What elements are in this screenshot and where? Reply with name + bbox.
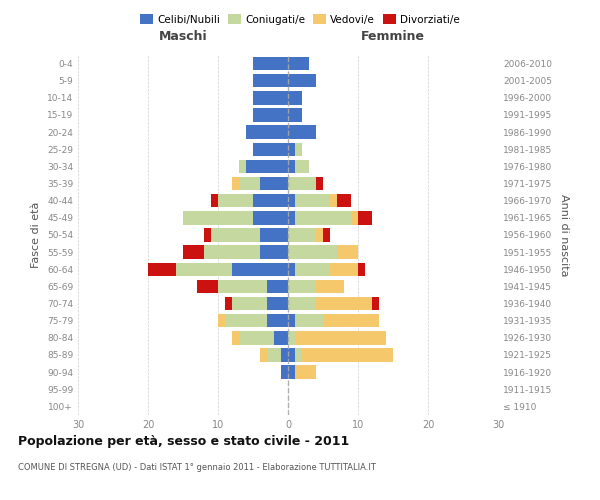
Bar [295,331,386,344]
Bar [281,348,288,362]
Bar [239,177,260,190]
Bar [204,228,211,241]
Text: Maschi: Maschi [158,30,208,43]
Bar [302,348,393,362]
Y-axis label: Fasce di età: Fasce di età [31,202,41,268]
Bar [183,246,204,259]
Bar [239,331,274,344]
Bar [267,297,288,310]
Bar [253,74,288,88]
Bar [267,280,288,293]
Bar [288,246,337,259]
Bar [211,228,260,241]
Bar [295,262,330,276]
Bar [337,194,351,207]
Bar [316,280,344,293]
Bar [358,211,372,224]
Bar [176,262,232,276]
Bar [260,348,267,362]
Bar [253,57,288,70]
Bar [288,91,302,104]
Bar [288,331,295,344]
Bar [267,314,288,328]
Bar [218,314,225,328]
Bar [323,314,379,328]
Bar [253,211,288,224]
Bar [316,177,323,190]
Bar [288,280,316,293]
Bar [232,177,239,190]
Bar [288,314,295,328]
Legend: Celibi/Nubili, Coniugati/e, Vedovi/e, Divorziati/e: Celibi/Nubili, Coniugati/e, Vedovi/e, Di… [136,10,464,29]
Bar [372,297,379,310]
Bar [197,280,218,293]
Bar [253,142,288,156]
Bar [288,160,295,173]
Bar [295,211,351,224]
Bar [295,194,330,207]
Bar [295,142,302,156]
Bar [253,91,288,104]
Bar [288,228,316,241]
Bar [288,126,316,139]
Text: Femmine: Femmine [361,30,425,43]
Bar [267,348,281,362]
Bar [253,108,288,122]
Bar [253,194,288,207]
Bar [288,74,316,88]
Bar [316,297,372,310]
Bar [288,194,295,207]
Bar [232,297,267,310]
Bar [204,246,260,259]
Bar [218,194,253,207]
Bar [288,57,309,70]
Bar [148,262,176,276]
Bar [218,280,267,293]
Bar [295,160,309,173]
Bar [183,211,253,224]
Bar [330,194,337,207]
Bar [295,366,316,379]
Bar [239,160,246,173]
Bar [337,246,358,259]
Bar [316,228,323,241]
Text: COMUNE DI STREGNA (UD) - Dati ISTAT 1° gennaio 2011 - Elaborazione TUTTITALIA.IT: COMUNE DI STREGNA (UD) - Dati ISTAT 1° g… [18,462,376,471]
Bar [288,348,295,362]
Bar [288,142,295,156]
Bar [246,126,288,139]
Bar [288,297,316,310]
Bar [288,262,295,276]
Bar [351,211,358,224]
Bar [246,160,288,173]
Bar [260,228,288,241]
Bar [288,366,295,379]
Y-axis label: Anni di nascita: Anni di nascita [559,194,569,276]
Bar [211,194,218,207]
Bar [358,262,365,276]
Text: Popolazione per età, sesso e stato civile - 2011: Popolazione per età, sesso e stato civil… [18,435,349,448]
Bar [225,297,232,310]
Bar [295,348,302,362]
Bar [260,246,288,259]
Bar [288,177,316,190]
Bar [323,228,330,241]
Bar [232,262,288,276]
Bar [295,314,323,328]
Bar [288,108,302,122]
Bar [281,366,288,379]
Bar [232,331,239,344]
Bar [288,211,295,224]
Bar [225,314,267,328]
Bar [330,262,358,276]
Bar [274,331,288,344]
Bar [260,177,288,190]
